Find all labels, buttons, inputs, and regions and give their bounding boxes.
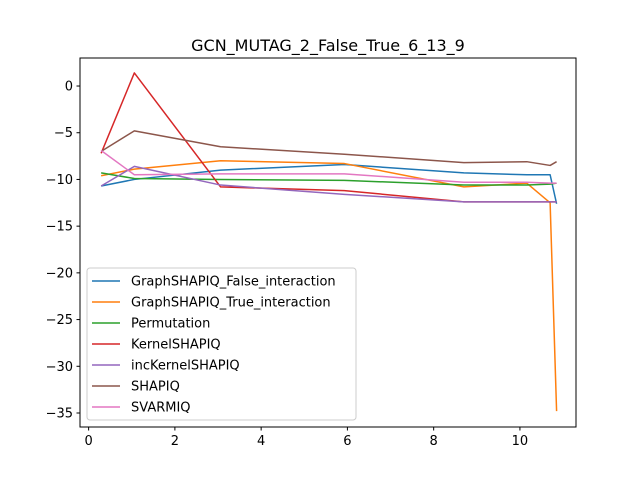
- legend-label: SVARMIQ: [131, 401, 191, 416]
- x-tick-label: 8: [430, 434, 438, 449]
- series-line-6: [100, 149, 557, 184]
- series-line-5: [100, 130, 557, 167]
- legend-label: SHAPIQ: [131, 380, 180, 395]
- series-line-2: [101, 172, 557, 186]
- y-tick-label: −35: [46, 406, 73, 421]
- x-tick-label: 0: [84, 434, 92, 449]
- legend-box: [86, 267, 357, 421]
- x-tick-label: 4: [257, 434, 265, 449]
- series-group: [100, 72, 558, 412]
- y-tick-label: −20: [46, 266, 73, 281]
- y-tick-label: 0: [65, 80, 73, 95]
- x-tick-label: 6: [343, 434, 351, 449]
- series-line-1: [100, 160, 558, 412]
- legend-label: GraphSHAPIQ_True_interaction: [131, 296, 331, 311]
- x-axis: 0 2 4 6 8 10: [84, 427, 528, 449]
- legend: GraphSHAPIQ_False_interaction GraphSHAPIQ…: [86, 267, 357, 421]
- series-line-4: [100, 165, 557, 203]
- legend-label: KernelSHAPIQ: [131, 338, 221, 353]
- x-tick-label: 2: [171, 434, 179, 449]
- legend-label: GraphSHAPIQ_False_interaction: [131, 275, 336, 290]
- y-axis: 0 −5 −10 −15 −20 −25 −30 −35: [46, 80, 80, 421]
- y-tick-label: −30: [46, 360, 73, 375]
- chart-title: GCN_MUTAG_2_False_True_6_13_9: [191, 36, 465, 56]
- y-tick-label: −25: [46, 313, 73, 328]
- y-tick-label: −5: [54, 126, 73, 141]
- y-tick-label: −15: [46, 220, 73, 235]
- y-tick-label: −10: [46, 173, 73, 188]
- x-tick-label: 10: [512, 434, 529, 449]
- legend-label: Permutation: [131, 317, 210, 332]
- legend-label: incKernelSHAPIQ: [131, 359, 240, 374]
- plot-frame: [79, 57, 577, 428]
- series-line-0: [100, 163, 558, 204]
